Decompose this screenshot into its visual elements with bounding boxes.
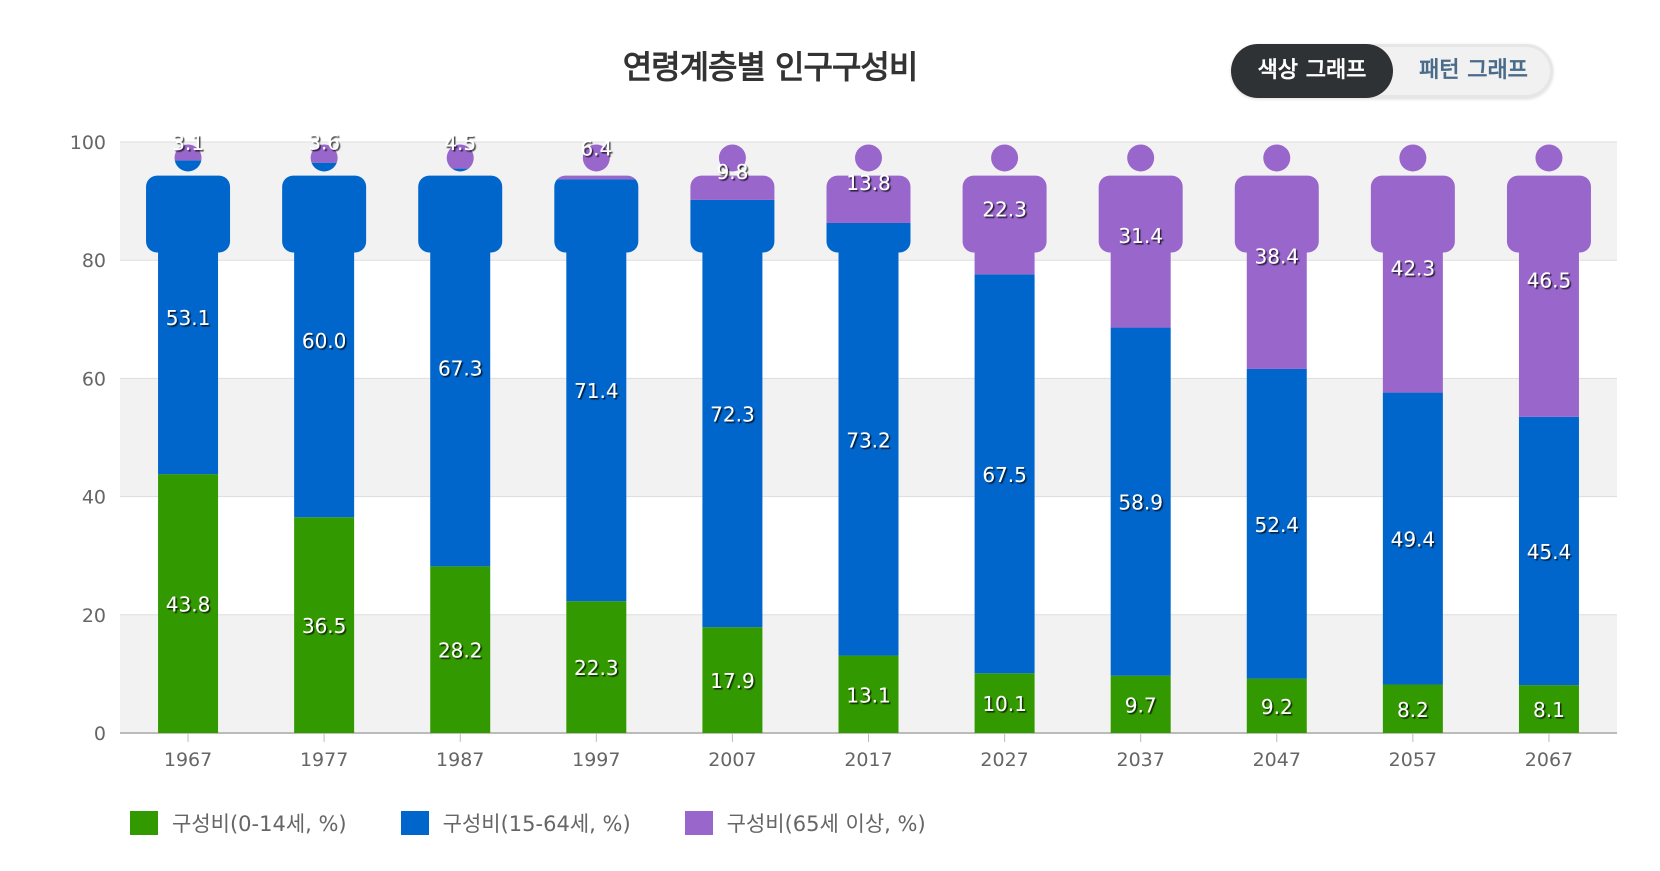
data-label: 49.4 <box>1391 528 1436 552</box>
y-tick-label: 100 <box>70 132 106 154</box>
x-tick-label: 1977 <box>300 749 348 771</box>
data-label: 22.3 <box>574 656 619 680</box>
bar-stack-1997 <box>554 144 639 733</box>
bar-segment <box>146 160 231 475</box>
legend-label: 구성비(15-64세, %) <box>442 812 631 836</box>
data-label: 36.5 <box>302 614 347 638</box>
legend-label: 구성비(0-14세, %) <box>172 812 347 836</box>
chart-title: 연령계층별 인구구성비 <box>622 48 919 86</box>
bar-segment <box>962 274 1047 674</box>
bar-segment <box>418 168 503 567</box>
bar-segment <box>146 474 231 733</box>
data-label: 58.9 <box>1118 491 1163 515</box>
y-tick-label: 20 <box>82 605 106 627</box>
data-label: 31.4 <box>1118 224 1163 248</box>
x-tick-label: 2047 <box>1253 749 1301 771</box>
data-label: 17.9 <box>710 669 755 693</box>
data-label: 60.0 <box>302 329 347 353</box>
x-tick-label: 2007 <box>708 749 756 771</box>
y-tick-label: 40 <box>82 487 106 509</box>
data-label: 3.6 <box>308 130 340 154</box>
data-label: 67.5 <box>982 463 1027 487</box>
data-label: 53.1 <box>166 306 211 330</box>
data-label: 73.2 <box>846 428 891 452</box>
data-label: 13.1 <box>846 683 891 707</box>
data-label: 52.4 <box>1255 513 1300 537</box>
data-label: 8.2 <box>1397 698 1429 722</box>
x-tick-label: 1987 <box>436 749 484 771</box>
legend: 구성비(0-14세, %) 구성비(15-64세, %) 구성비(65세 이상,… <box>130 808 926 838</box>
bar-segment <box>962 144 1047 275</box>
legend-swatch-blue <box>400 811 429 835</box>
data-label: 9.2 <box>1261 695 1293 719</box>
legend-item-15-64[interactable]: 구성비(15-64세, %) <box>400 808 631 838</box>
data-label: 45.4 <box>1527 540 1572 564</box>
bar-stack-2047 <box>1234 144 1319 733</box>
data-label: 28.2 <box>438 639 483 663</box>
bar-stack-2017 <box>826 144 911 733</box>
x-tick-label: 2057 <box>1389 749 1437 771</box>
bar-segment <box>1098 675 1183 733</box>
x-tick-label: 1997 <box>572 749 620 771</box>
data-label: 22.3 <box>982 197 1027 221</box>
x-tick-label: 2067 <box>1525 749 1573 771</box>
data-label: 3.1 <box>172 131 204 155</box>
bar-segment <box>826 222 911 656</box>
legend-label: 구성비(65세 이상, %) <box>726 812 926 836</box>
bar-segment <box>962 673 1047 733</box>
data-label: 42.3 <box>1391 257 1436 281</box>
bar-segment <box>418 566 503 733</box>
data-label: 10.1 <box>982 692 1027 716</box>
x-tick-label: 2037 <box>1117 749 1165 771</box>
legend-swatch-green <box>130 811 158 835</box>
bar-segment <box>826 655 911 733</box>
data-label: 6.4 <box>580 136 612 160</box>
bar-segment <box>1506 144 1591 417</box>
data-label: 67.3 <box>438 356 483 380</box>
bar-segment <box>1234 678 1319 733</box>
y-tick-label: 0 <box>94 723 106 745</box>
legend-swatch-purple <box>684 811 713 835</box>
y-tick-label: 80 <box>82 250 106 272</box>
data-label: 9.7 <box>1125 693 1157 717</box>
data-label: 8.1 <box>1533 698 1565 722</box>
bar-segment <box>690 627 775 733</box>
data-label: 13.8 <box>846 171 891 195</box>
bar-stack-2067 <box>1506 144 1591 733</box>
bar-segment <box>690 199 775 628</box>
data-label: 71.4 <box>574 379 619 403</box>
pattern-graph-button[interactable]: 패턴 그래프 <box>1419 58 1528 83</box>
legend-item-65-plus[interactable]: 구성비(65세 이상, %) <box>684 808 926 838</box>
bar-segment <box>1370 392 1455 685</box>
bar-segment <box>1506 685 1591 733</box>
graph-view-toggle[interactable]: 색상 그래프 패턴 그래프 <box>1231 44 1553 98</box>
legend-item-0-14[interactable]: 구성비(0-14세, %) <box>130 808 347 838</box>
data-label: 38.4 <box>1255 244 1300 268</box>
bar-segment <box>1098 327 1183 676</box>
x-tick-label: 2017 <box>844 749 892 771</box>
bar-stack-2057 <box>1370 144 1455 733</box>
bar-segment <box>554 601 639 733</box>
bar-segment <box>1506 416 1591 686</box>
bar-segment <box>1370 684 1455 733</box>
bar-segment <box>282 517 367 733</box>
y-tick-label: 60 <box>82 368 106 390</box>
bar-stack-1987 <box>418 144 503 733</box>
bar-segment <box>554 179 639 602</box>
data-label: 46.5 <box>1527 268 1572 292</box>
bar-stack-2007 <box>690 144 775 733</box>
bar-stack-1967 <box>146 144 231 733</box>
data-label: 72.3 <box>710 403 755 427</box>
bar-segment <box>282 162 367 518</box>
data-label: 4.5 <box>444 131 476 155</box>
x-tick-label: 1967 <box>164 749 212 771</box>
data-label: 9.8 <box>717 160 749 184</box>
color-graph-button[interactable]: 색상 그래프 <box>1231 44 1393 98</box>
data-label: 43.8 <box>166 593 211 617</box>
stacked-bar-chart: 43.8 53.1 3.1 36.5 60.0 3.6 28.2 67.3 4.5 22.3 71.… <box>70 130 1617 771</box>
bar-segment <box>1370 144 1455 393</box>
bar-segment <box>1234 368 1319 679</box>
x-tick-label: 2027 <box>980 749 1028 771</box>
bar-segment <box>1234 144 1319 369</box>
